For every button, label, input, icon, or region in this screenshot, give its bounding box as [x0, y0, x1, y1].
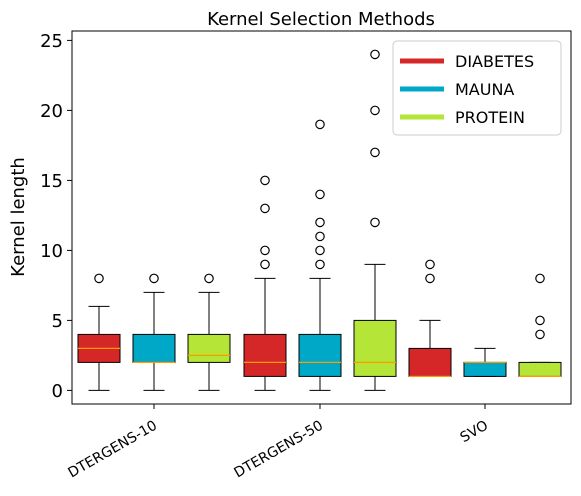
legend-label-protein: PROTEIN: [455, 108, 525, 127]
outlier-point: [315, 245, 325, 256]
plot-area: [77, 49, 562, 391]
outlier-point: [260, 245, 270, 256]
y-tick-label: 5: [52, 311, 63, 332]
box-protein-svo: [518, 273, 562, 377]
outlier-point: [260, 259, 270, 270]
box-mauna-svo: [463, 347, 507, 377]
y-axis-label: Kernel length: [8, 157, 29, 277]
box-body: [463, 361, 507, 377]
outlier-point: [260, 175, 270, 186]
box-diabetes-svo: [408, 259, 452, 377]
box-body: [243, 333, 287, 377]
box-diabetes-dtergens-50: [243, 175, 287, 391]
legend-frame: [392, 40, 562, 136]
plot-frame: [71, 30, 572, 405]
outlier-point: [535, 273, 545, 284]
outlier-point: [535, 315, 545, 326]
outlier-point: [94, 273, 104, 284]
box-protein-dtergens-10: [187, 273, 231, 391]
y-tick-label: 25: [40, 31, 63, 52]
chart-title: Kernel Selection Methods: [207, 9, 435, 30]
legend-label-diabetes: DIABETES: [455, 52, 534, 71]
box-body: [408, 347, 452, 377]
box-body: [298, 333, 342, 377]
outlier-point: [149, 273, 159, 284]
outlier-point: [370, 217, 380, 228]
outlier-point: [315, 217, 325, 228]
outlier-point: [315, 119, 325, 130]
y-tick-label: 0: [52, 381, 63, 402]
outlier-point: [425, 273, 435, 284]
outlier-point: [204, 273, 214, 284]
y-tick-label: 20: [40, 101, 63, 122]
box-body: [132, 333, 176, 363]
legend-label-mauna: MAUNA: [455, 80, 514, 99]
box-mauna-dtergens-10: [132, 273, 176, 391]
outlier-point: [535, 329, 545, 340]
outlier-point: [315, 231, 325, 242]
box-body: [518, 361, 562, 377]
outlier-point: [315, 189, 325, 200]
outlier-point: [260, 203, 270, 214]
outlier-point: [370, 147, 380, 158]
outlier-point: [370, 105, 380, 116]
box-body: [353, 319, 397, 377]
y-axis: 0 5 10 15 20 25: [40, 31, 72, 402]
y-tick-label: 15: [40, 171, 63, 192]
y-tick-label: 10: [40, 241, 63, 262]
box-protein-dtergens-50: [353, 49, 397, 391]
box-mauna-dtergens-50: [298, 119, 342, 391]
outlier-point: [315, 259, 325, 270]
box-body: [187, 333, 231, 363]
box-diabetes-dtergens-10: [77, 273, 121, 391]
outlier-point: [425, 259, 435, 270]
outlier-point: [370, 49, 380, 60]
legend: DIABETES MAUNA PROTEIN: [392, 40, 562, 136]
